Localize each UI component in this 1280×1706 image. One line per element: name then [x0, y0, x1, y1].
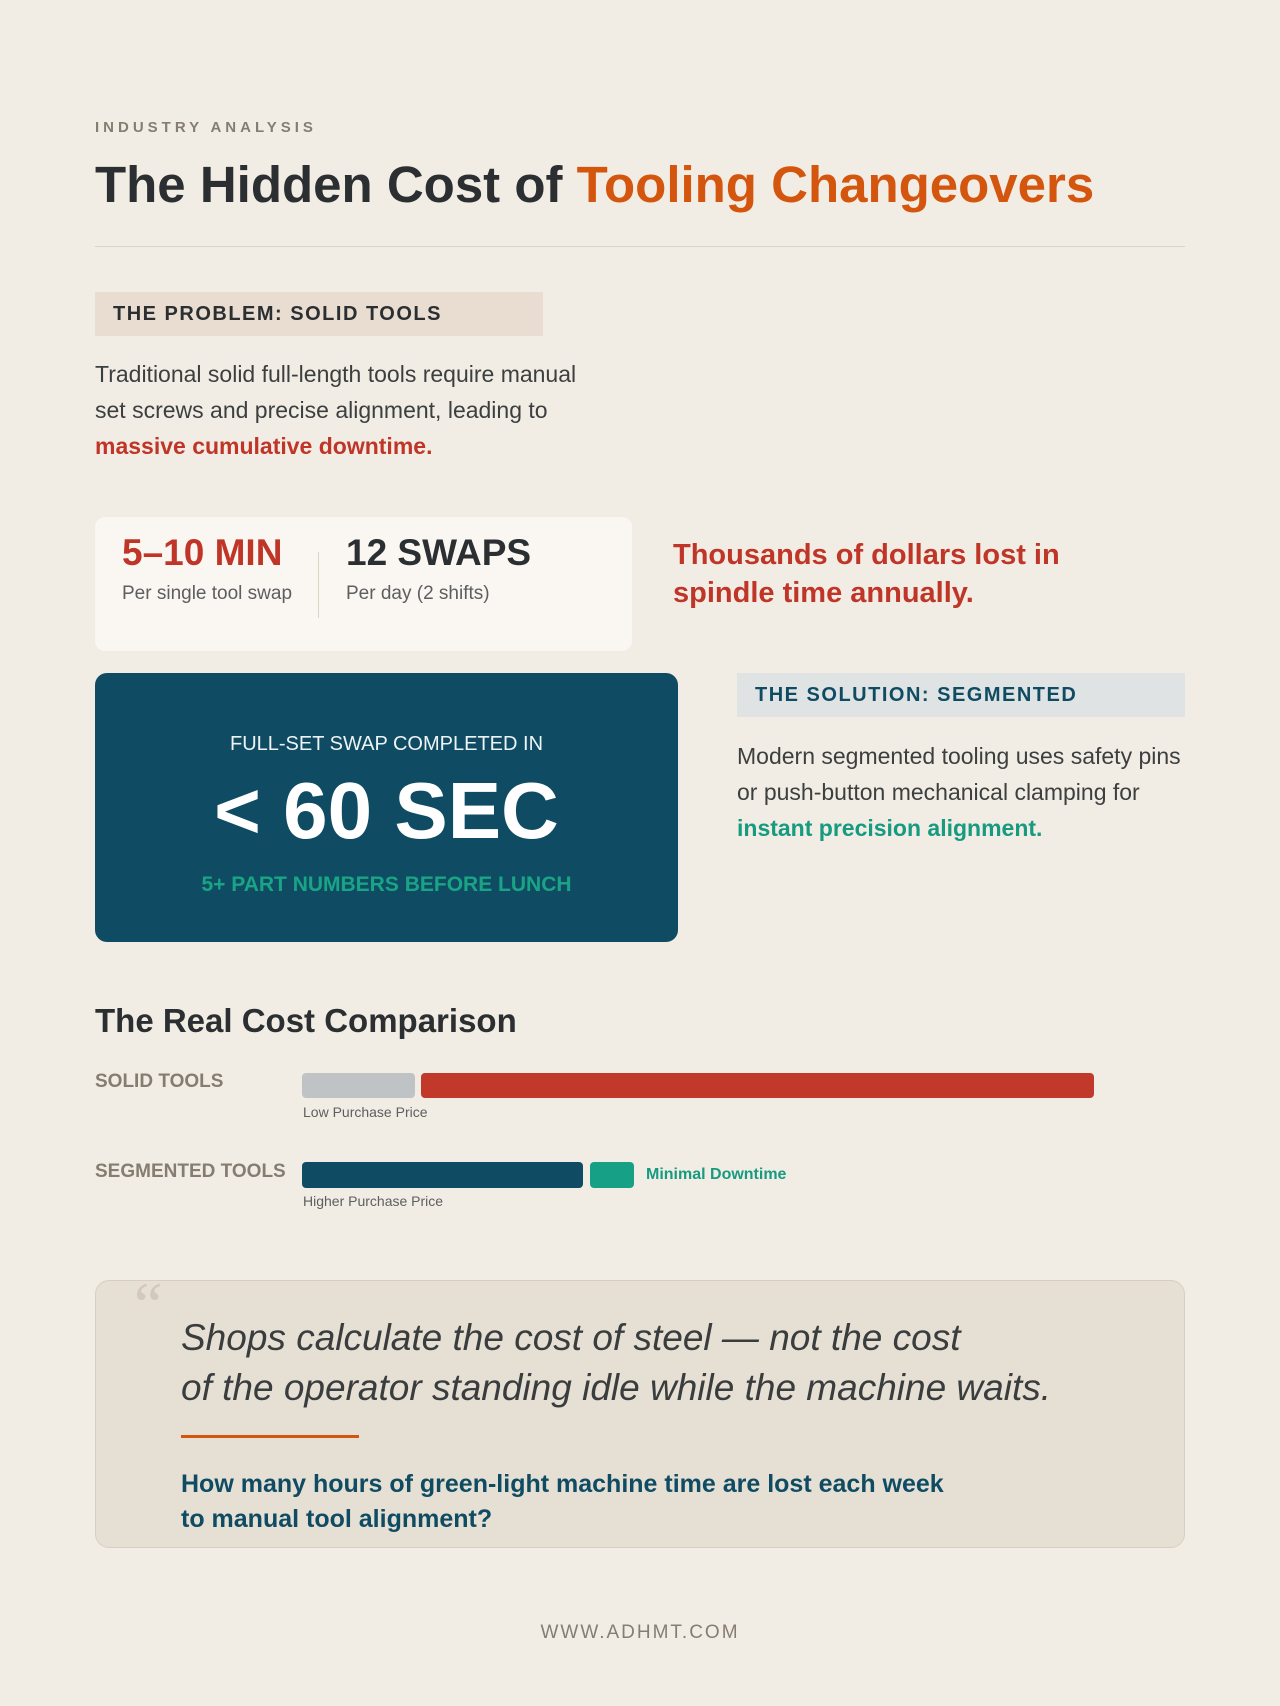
quote-text: Shops calculate the cost of steel — not … — [181, 1313, 1051, 1413]
stat-value: 12 SWAPS — [346, 532, 532, 573]
title-accent: Tooling Changeovers — [576, 156, 1095, 213]
bar-caption: Higher Purchase Price — [303, 1193, 444, 1209]
solution-highlight: instant precision alignment. — [737, 815, 1043, 841]
hero-subcaption: 5+ PART NUMBERS BEFORE LUNCH — [201, 873, 572, 896]
quote-box — [95, 1280, 1185, 1548]
row-label-solid: SOLID TOOLS — [95, 1071, 224, 1092]
problem-tag: THE PROBLEM: SOLID TOOLS — [95, 292, 543, 336]
quote-line: Shops calculate the cost of steel — not … — [181, 1317, 961, 1358]
stat-label: Per single tool swap — [122, 583, 293, 604]
downtime-label: Minimal Downtime — [646, 1166, 787, 1183]
quote-line: of the operator standing idle while the … — [181, 1367, 1052, 1408]
footer-url: WWW.ADHMT.COM — [540, 1622, 740, 1643]
quote-mark-icon: “ — [134, 1269, 163, 1340]
bar-solid-downtime — [421, 1073, 1094, 1098]
eyebrow: INDUSTRY ANALYSIS — [95, 119, 317, 136]
page-title: The Hidden Cost of Tooling Changeovers — [95, 155, 1094, 214]
solution-tag: THE SOLUTION: SEGMENTED — [737, 673, 1185, 717]
row-label-segmented: SEGMENTED TOOLS — [95, 1161, 286, 1182]
solution-line: or push-button mechanical clamping for — [737, 779, 1140, 805]
problem-highlight: massive cumulative downtime. — [95, 433, 433, 459]
title-main: The Hidden Cost of — [95, 156, 577, 213]
hero-card: FULL-SET SWAP COMPLETED IN < 60 SEC 5+ P… — [95, 673, 678, 942]
stat-divider — [318, 552, 319, 618]
quote-question: How many hours of green-light machine ti… — [181, 1467, 944, 1537]
bar-caption: Low Purchase Price — [303, 1104, 428, 1120]
loss-statement: Thousands of dollars lost in spindle tim… — [673, 536, 1060, 612]
question-line: How many hours of green-light machine ti… — [181, 1470, 944, 1498]
comparison-title: The Real Cost Comparison — [95, 1002, 517, 1039]
solution-text: Modern segmented tooling uses safety pin… — [737, 738, 1181, 846]
quote-accent-line — [181, 1435, 359, 1438]
bar-segmented-purchase — [302, 1162, 583, 1188]
hero-value: < 60 SEC — [214, 766, 559, 855]
bar-solid-purchase — [302, 1073, 415, 1098]
solution-line: Modern segmented tooling uses safety pin… — [737, 743, 1181, 769]
problem-line: Traditional solid full-length tools requ… — [95, 361, 577, 387]
divider — [95, 246, 1185, 247]
stat-value: 5–10 MIN — [122, 532, 283, 573]
loss-line: Thousands of dollars lost in — [673, 539, 1060, 571]
stats-card: 5–10 MIN Per single tool swap 12 SWAPS P… — [95, 517, 632, 651]
stat-label: Per day (2 shifts) — [346, 583, 490, 604]
bar-segmented-downtime — [590, 1162, 634, 1188]
problem-text: Traditional solid full-length tools requ… — [95, 356, 576, 464]
problem-line: set screws and precise alignment, leadin… — [95, 397, 548, 423]
loss-line: spindle time annually. — [673, 577, 974, 609]
hero-caption: FULL-SET SWAP COMPLETED IN — [229, 733, 544, 755]
question-line: to manual tool alignment? — [181, 1505, 493, 1533]
